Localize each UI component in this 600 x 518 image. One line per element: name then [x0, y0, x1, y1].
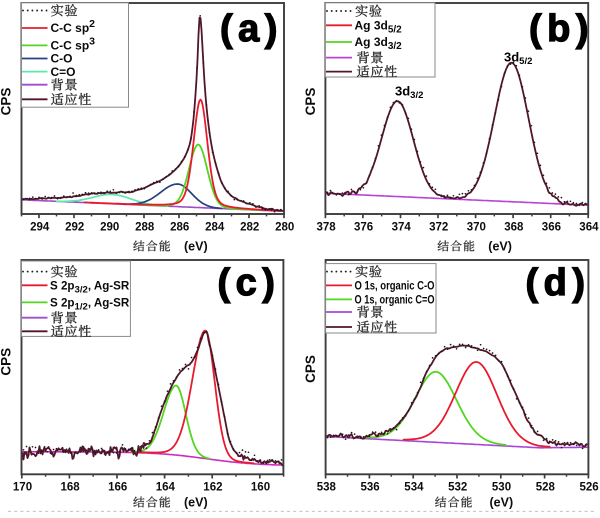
svg-text:282: 282: [240, 221, 259, 233]
svg-text:CPS: CPS: [303, 355, 318, 383]
svg-text:166: 166: [108, 481, 127, 493]
svg-text:CPS: CPS: [0, 88, 14, 116]
svg-text:168: 168: [61, 481, 81, 493]
svg-text:S 2p3/2, Ag-SR: S 2p3/2, Ag-SR: [50, 280, 130, 296]
svg-text:CPS: CPS: [303, 88, 318, 116]
svg-text:284: 284: [205, 221, 225, 233]
svg-text:372: 372: [429, 221, 448, 233]
svg-text:170: 170: [13, 481, 32, 493]
svg-text:536: 536: [361, 481, 380, 493]
svg-text:C-C sp3: C-C sp3: [51, 36, 96, 53]
svg-text:290: 290: [100, 221, 119, 233]
svg-text:538: 538: [317, 481, 337, 493]
svg-text:378: 378: [317, 221, 337, 233]
svg-text:292: 292: [65, 221, 84, 233]
svg-text:364: 364: [579, 221, 599, 233]
svg-text:526: 526: [580, 481, 599, 493]
svg-text:280: 280: [275, 221, 294, 233]
svg-text:370: 370: [467, 221, 486, 233]
svg-text:S 2p1/2, Ag-SR: S 2p1/2, Ag-SR: [50, 297, 130, 313]
svg-text:C=O: C=O: [51, 65, 76, 79]
svg-text:366: 366: [542, 221, 561, 233]
svg-text:532: 532: [448, 481, 467, 493]
svg-text:162: 162: [203, 481, 222, 493]
svg-text:O 1s, organic C-O: O 1s, organic C-O: [355, 279, 435, 293]
svg-text:(eV): (eV): [490, 496, 514, 510]
svg-text:374: 374: [392, 221, 412, 233]
svg-text:(d): (d): [525, 262, 590, 304]
svg-text:294: 294: [30, 221, 50, 233]
svg-text:376: 376: [354, 221, 373, 233]
svg-text:(c): (c): [218, 262, 281, 304]
svg-text:368: 368: [504, 221, 524, 233]
svg-text:534: 534: [404, 481, 424, 493]
svg-text:O 1s, organic C=O: O 1s, organic C=O: [355, 293, 435, 307]
svg-text:(eV): (eV): [184, 496, 208, 510]
svg-text:CPS: CPS: [0, 348, 14, 376]
svg-text:(eV): (eV): [184, 239, 208, 253]
svg-text:C-O: C-O: [51, 52, 73, 66]
svg-text:530: 530: [492, 481, 511, 493]
svg-text:288: 288: [135, 221, 155, 233]
svg-text:164: 164: [156, 481, 176, 493]
svg-text:(b): (b): [529, 8, 594, 50]
svg-text:(eV): (eV): [488, 239, 512, 253]
svg-text:(a): (a): [220, 8, 283, 50]
svg-text:286: 286: [170, 221, 189, 233]
svg-text:C-C sp2: C-C sp2: [51, 18, 96, 35]
svg-text:160: 160: [251, 481, 270, 493]
svg-text:528: 528: [536, 481, 556, 493]
